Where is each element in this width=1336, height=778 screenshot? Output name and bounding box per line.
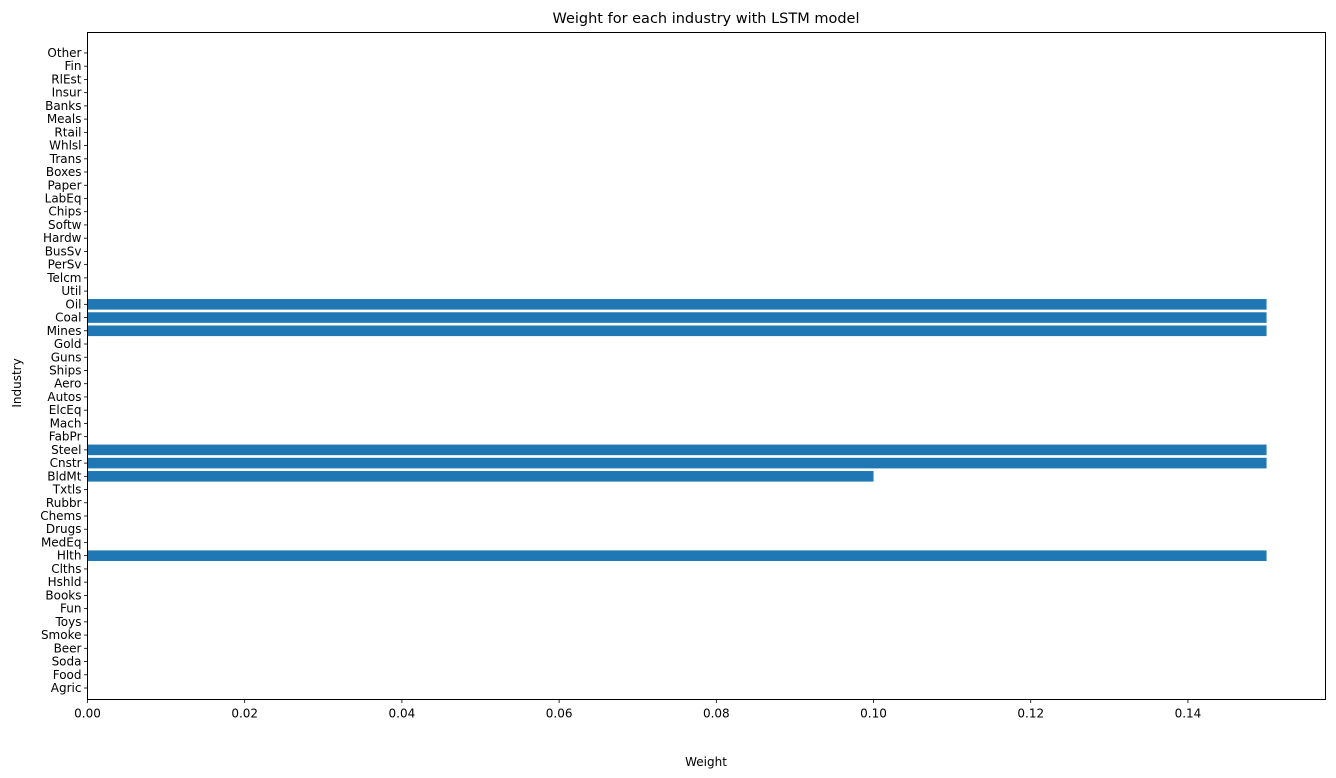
y-tick-label-txtls: Txtls [52, 483, 82, 497]
chart-title: Weight for each industry with LSTM model [552, 11, 859, 27]
bar-oil [87, 299, 1267, 310]
x-axis-title: Weight [685, 755, 727, 769]
y-tick-label-boxes: Boxes [46, 165, 82, 179]
y-tick-label-util: Util [61, 284, 81, 298]
bar-bldmt [87, 471, 874, 482]
y-tick-label-autos: Autos [47, 390, 81, 404]
y-axis-title: Industry [10, 358, 24, 407]
y-tick-label-chips: Chips [48, 205, 81, 219]
bar-mines [87, 325, 1267, 337]
bar-coal [87, 312, 1267, 323]
y-tick-label-agric: Agric [51, 681, 82, 695]
y-tick-label-telcm: Telcm [46, 271, 81, 285]
y-axis-ticks: AgricFoodSodaBeerSmokeToysFunBooksHshldC… [40, 46, 88, 695]
y-tick-label-labeq: LabEq [45, 191, 82, 205]
y-tick-label-medeq: MedEq [41, 535, 82, 549]
y-tick-label-hlth: Hlth [57, 549, 82, 563]
y-tick-label-toys: Toys [55, 615, 82, 629]
y-tick-label-rlest: RlEst [51, 72, 82, 86]
y-tick-label-bldmt: BldMt [47, 469, 82, 483]
bars-group [87, 299, 1267, 561]
x-tick-label: 0.10 [860, 707, 887, 721]
y-tick-label-drugs: Drugs [46, 522, 82, 536]
y-tick-label-fin: Fin [65, 59, 82, 73]
y-tick-label-books: Books [45, 588, 81, 602]
y-tick-label-other: Other [47, 46, 81, 60]
y-tick-label-mines: Mines [47, 324, 82, 338]
y-tick-label-soda: Soda [52, 655, 82, 669]
y-tick-label-hshld: Hshld [48, 575, 82, 589]
plot-frame [87, 32, 1326, 700]
y-tick-label-coal: Coal [55, 311, 81, 325]
y-tick-label-beer: Beer [54, 641, 82, 655]
y-tick-label-oil: Oil [65, 297, 81, 311]
y-tick-label-elceq: ElcEq [49, 403, 82, 417]
x-tick-label: 0.08 [703, 707, 730, 721]
y-tick-label-cnstr: Cnstr [50, 456, 82, 470]
y-tick-label-mach: Mach [50, 416, 82, 430]
x-axis-ticks: 0.00 0.02 0.04 0.06 0.08 0.10 0.12 0.14 [74, 699, 1202, 721]
bar-hlth [87, 550, 1267, 561]
y-tick-label-steel: Steel [51, 443, 81, 457]
y-tick-label-fun: Fun [60, 602, 81, 616]
y-tick-label-softw: Softw [48, 218, 82, 232]
y-tick-label-whlsl: Whlsl [49, 139, 81, 153]
y-tick-label-aero: Aero [54, 377, 81, 391]
y-tick-label-rtail: Rtail [54, 125, 81, 139]
x-tick-label: 0.00 [74, 707, 101, 721]
x-tick-label: 0.12 [1017, 707, 1044, 721]
y-tick-label-fabpr: FabPr [49, 430, 82, 444]
x-tick-label: 0.02 [231, 707, 258, 721]
y-tick-label-rubbr: Rubbr [46, 496, 82, 510]
x-tick-label: 0.06 [546, 707, 573, 721]
y-tick-label-persv: PerSv [48, 258, 82, 272]
y-tick-label-smoke: Smoke [41, 628, 82, 642]
bar-steel [87, 444, 1267, 456]
x-tick-label: 0.14 [1175, 707, 1202, 721]
x-tick-label: 0.04 [389, 707, 416, 721]
y-tick-label-ships: Ships [49, 363, 81, 377]
y-tick-label-guns: Guns [51, 350, 82, 364]
y-tick-label-insur: Insur [52, 86, 82, 100]
y-tick-label-clths: Clths [51, 562, 81, 576]
y-tick-label-meals: Meals [47, 112, 82, 126]
y-tick-label-gold: Gold [54, 337, 82, 351]
y-tick-label-food: Food [53, 668, 82, 682]
y-tick-label-hardw: Hardw [43, 231, 82, 245]
y-tick-label-paper: Paper [48, 178, 82, 192]
y-tick-label-bussv: BusSv [45, 244, 82, 258]
y-tick-label-banks: Banks [45, 99, 81, 113]
bar-cnstr [87, 457, 1267, 469]
y-tick-label-chems: Chems [40, 509, 81, 523]
y-tick-label-trans: Trans [49, 152, 82, 166]
